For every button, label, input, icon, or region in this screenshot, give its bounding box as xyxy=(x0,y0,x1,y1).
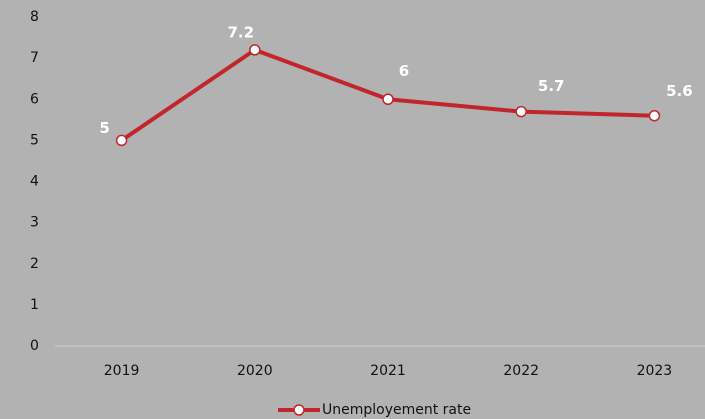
marker xyxy=(115,134,128,147)
marker xyxy=(382,93,394,105)
marker xyxy=(249,44,261,56)
y-tick-label: 1 xyxy=(30,297,39,313)
x-tick-label: 2023 xyxy=(637,363,673,379)
y-tick-label: 3 xyxy=(30,215,39,231)
x-tick-label: 2020 xyxy=(237,363,273,379)
legend-label: Unemployement rate xyxy=(322,402,471,418)
marker xyxy=(648,109,661,122)
marker xyxy=(515,105,527,118)
y-tick-label: 2 xyxy=(30,256,39,272)
y-tick-label: 8 xyxy=(30,9,39,25)
y-tick-label: 4 xyxy=(30,174,39,190)
x-tick-label: 2019 xyxy=(104,363,140,379)
y-tick-label: 0 xyxy=(30,338,39,354)
data-label: 5.6 xyxy=(666,82,693,100)
data-label: 7.2 xyxy=(228,23,255,41)
data-label: 6 xyxy=(399,62,409,80)
legend-marker xyxy=(293,404,305,416)
y-tick-label: 7 xyxy=(30,50,39,66)
data-label: 5.7 xyxy=(538,77,565,95)
data-label: 5 xyxy=(99,119,109,137)
x-tick-label: 2021 xyxy=(370,363,406,379)
y-tick-label: 6 xyxy=(30,91,39,107)
y-tick-label: 5 xyxy=(30,132,39,148)
x-tick-label: 2022 xyxy=(503,363,539,379)
